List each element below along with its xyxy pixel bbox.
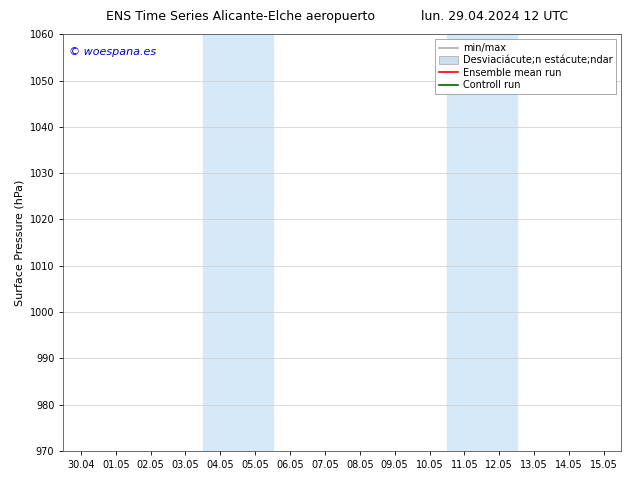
Y-axis label: Surface Pressure (hPa): Surface Pressure (hPa) xyxy=(14,179,24,306)
Text: lun. 29.04.2024 12 UTC: lun. 29.04.2024 12 UTC xyxy=(421,10,568,23)
Bar xyxy=(203,34,273,451)
Bar xyxy=(447,34,517,451)
Text: © woespana.es: © woespana.es xyxy=(69,47,156,57)
Legend: min/max, Desviaciácute;n estácute;ndar, Ensemble mean run, Controll run: min/max, Desviaciácute;n estácute;ndar, … xyxy=(435,39,616,94)
Text: ENS Time Series Alicante-Elche aeropuerto: ENS Time Series Alicante-Elche aeropuert… xyxy=(107,10,375,23)
